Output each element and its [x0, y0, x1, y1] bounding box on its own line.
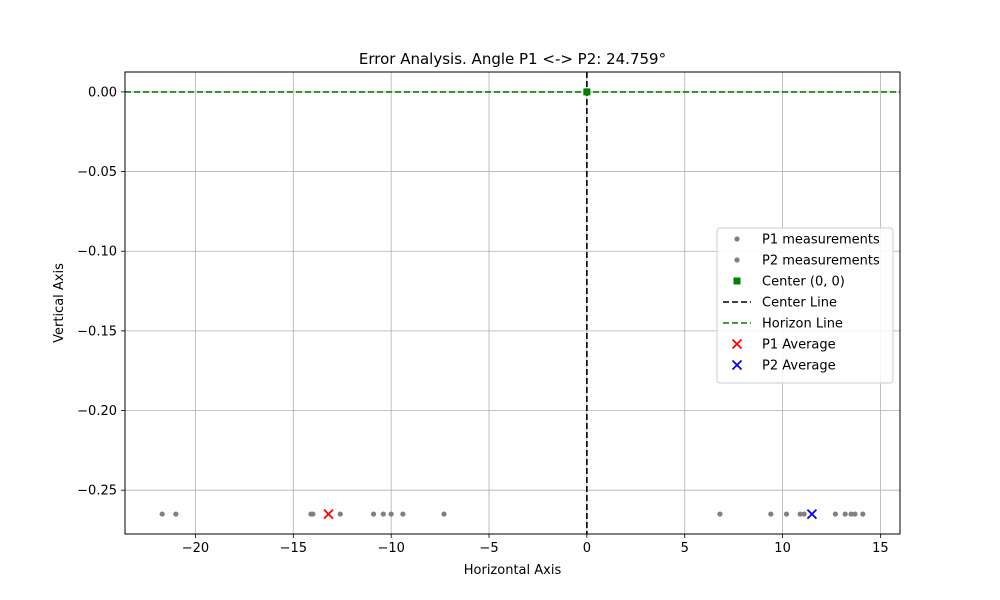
- p1-measurements-point: [337, 511, 343, 517]
- data-points: [159, 88, 866, 520]
- x-tick-label: −15: [280, 541, 307, 556]
- legend-label-p2-measurements: P2 measurements: [762, 254, 880, 269]
- legend-label-p1-average: P1 Average: [762, 338, 836, 353]
- x-tick-label: −20: [182, 541, 209, 556]
- y-tick-label: −0.05: [77, 165, 117, 180]
- y-tick-label: −0.20: [77, 404, 117, 419]
- legend-label-horizon-line: Horizon Line: [762, 317, 843, 332]
- p1-measurements-point: [441, 511, 447, 517]
- legend-swatch-p2-measurements: [734, 257, 740, 263]
- p2-measurements-point: [797, 511, 803, 517]
- x-tick-label: −5: [479, 541, 498, 556]
- x-tick-label: 10: [774, 541, 791, 556]
- plot-area-frame: [124, 71, 901, 535]
- x-tick-label: 5: [681, 541, 689, 556]
- legend-label-center-line: Center Line: [762, 296, 837, 311]
- p1-measurements-point: [310, 511, 316, 517]
- x-tick-label: 0: [583, 541, 591, 556]
- p2-measurements-point: [832, 511, 839, 517]
- p1-measurements-point: [370, 511, 377, 517]
- p2-measurements-point: [842, 511, 848, 517]
- legend-swatch-p2-average: [731, 359, 743, 371]
- p2-measurements-point: [768, 511, 774, 517]
- y-axis-label: Vertical Axis: [52, 263, 67, 343]
- y-tick-label: −0.10: [77, 245, 117, 260]
- axis-ticks: −20 −15 −10 −5 0 5 10 15 0.00 −0.05 −0.10 −0.15 −0.2…: [77, 85, 889, 556]
- p2-measurements-point: [801, 511, 807, 517]
- chart-title: Error Analysis. Angle P1 <-> P2: 24.759°: [359, 50, 666, 68]
- p1-measurements-point: [380, 511, 386, 517]
- legend-swatch-center-0-0: [733, 277, 741, 285]
- p1-measurements-point: [159, 511, 165, 517]
- center-0-0-point: [583, 88, 591, 96]
- legend-label-p1-measurements: P1 measurements: [762, 233, 880, 248]
- x-axis-label: Horizontal Axis: [464, 563, 562, 578]
- x-tick-label: 15: [872, 541, 889, 556]
- p1-measurements-point: [173, 511, 179, 517]
- legend-label-center-0-0: Center (0, 0): [762, 275, 845, 290]
- p2-measurements-point: [860, 511, 866, 517]
- reference-lines: [125, 72, 900, 534]
- p2-measurements-point: [852, 511, 858, 517]
- legend-swatch-p1-measurements: [734, 236, 740, 242]
- p1-average-point: [323, 508, 334, 520]
- x-tick-label: −10: [377, 541, 404, 556]
- p2-measurements-point: [848, 511, 854, 517]
- p1-average-point-stroke: [323, 508, 334, 520]
- p1-measurements-point: [388, 511, 394, 517]
- legend-swatch-p2-average-stroke: [731, 359, 743, 371]
- y-tick-label: −0.25: [77, 484, 117, 499]
- legend: P1 measurements P2 measurements Center (0,…: [716, 227, 894, 384]
- p2-average-point: [806, 508, 818, 520]
- legend-swatch-p1-average-stroke: [731, 338, 743, 350]
- p1-measurements-point: [400, 511, 406, 517]
- p2-average-point-stroke: [806, 508, 818, 520]
- y-tick-label: 0.00: [88, 85, 117, 100]
- legend-box: [716, 227, 894, 384]
- y-tick-label: −0.15: [77, 324, 117, 339]
- p2-measurements-point: [783, 511, 790, 517]
- p2-measurements-point: [717, 511, 723, 517]
- legend-label-p2-average: P2 Average: [762, 359, 836, 374]
- legend-swatch-p1-average: [731, 338, 743, 350]
